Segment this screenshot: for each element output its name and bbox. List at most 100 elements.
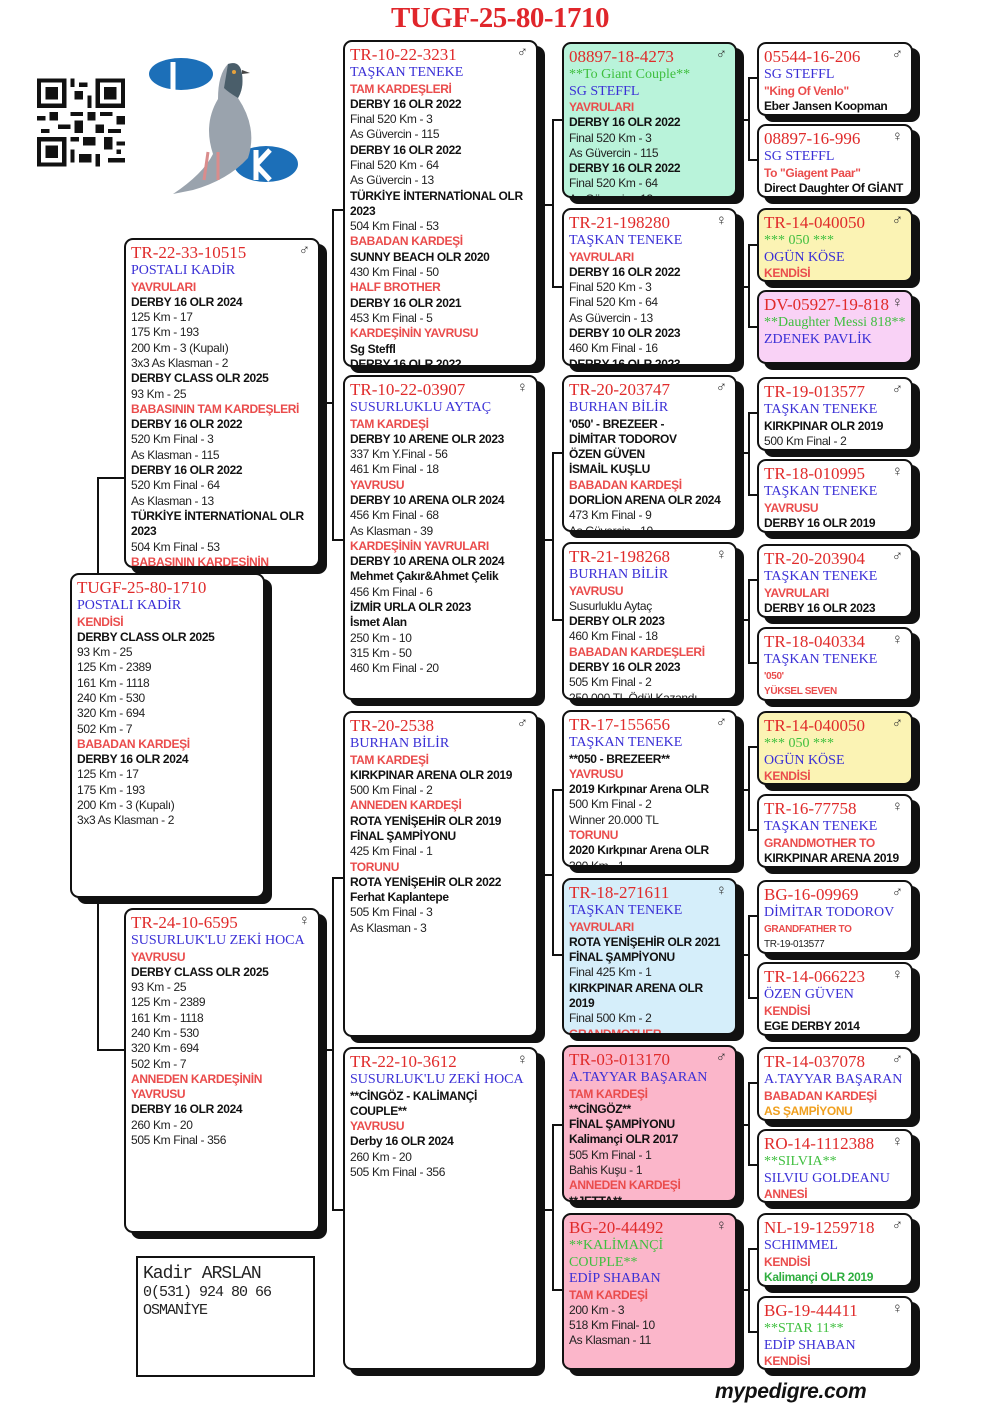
ring-number: BG-19-44411 — [764, 1301, 858, 1320]
pigeon-card[interactable]: TR-18-040334 ♀ TAŞKAN TENEKE '050' YÜKSEL SE… — [757, 627, 913, 701]
female-symbol-icon: ♀ — [891, 966, 903, 983]
performance-line: ROTA YENİŞEHİR OLR 2022 — [350, 874, 502, 889]
pigeon-card[interactable]: TR-17-155656 ♂ TAŞKAN TENEKE **050 - BREZEE… — [562, 710, 737, 867]
ring-number: BG-20-44492 — [569, 1218, 664, 1237]
relation-label: BABADAN KARDEŞİ — [569, 477, 682, 492]
pigeon-card[interactable]: TR-21-198268 ♀ BURHAN BİLİR YAVRUSU Susurluk… — [562, 542, 737, 700]
performance-line: DERBY 16 OLR 2022 — [569, 161, 681, 176]
female-symbol-icon: ♀ — [891, 463, 903, 480]
performance-line: 240 Km - 530 — [77, 690, 145, 705]
male-symbol-icon: ♂ — [715, 46, 727, 63]
pigeon-card[interactable]: 05544-16-206 ♂ SG STEFFL "King Of Venlo" Ebe… — [757, 42, 913, 116]
breeder-name: SG STEFFL — [764, 67, 835, 82]
relation-label: YAVRULARI — [569, 919, 634, 934]
performance-line: DERBY 16 OLR 2022 — [569, 264, 681, 279]
pigeon-card[interactable]: TR-19-013577 ♂ TAŞKAN TENEKE KIRKPINAR OLR … — [757, 377, 913, 451]
female-symbol-icon: ♀ — [715, 1217, 727, 1234]
ring-number: TUGF-25-80-1710 — [77, 578, 207, 597]
pigeon-card[interactable]: TR-14-037078 ♂ A.TAYYAR BAŞARAN BABADAN KAR… — [757, 1047, 913, 1121]
male-symbol-icon: ♂ — [516, 715, 528, 732]
performance-line: DORLİON ARENA OLR 2024 — [569, 492, 721, 507]
pigeon-card[interactable]: TR-21-198280 ♀ TAŞKAN TENEKE YAVRULARI DERBY… — [562, 208, 737, 366]
performance-line: As Klasman - 13 — [131, 493, 214, 508]
pigeon-card[interactable]: TR-14-066223 ♀ ÖZEN GÜVEN KENDİSİ EGE DERBY … — [757, 962, 913, 1036]
pigeon-card[interactable]: 08897-16-996 ♀ SG STEFFL To "Giagent Paar" D… — [757, 124, 913, 198]
performance-line: DERBY 16 OLR 2023 — [764, 600, 876, 615]
performance-line: SUNNY BEACH OLR 2020 — [350, 249, 490, 264]
performance-line: Kalimançi OLR 2017 — [569, 1132, 679, 1147]
performance-line: *** 050 *** — [764, 233, 834, 248]
relation-label: GRANDFATHER TO — [764, 923, 852, 935]
performance-line: Winner 20.000 TL — [569, 812, 659, 827]
female-symbol-icon: ♀ — [516, 1051, 528, 1068]
performance-line: KIRKPINAR ARENA OLR 2019 — [350, 767, 513, 782]
pigeon-card[interactable]: TR-22-10-3612 ♀ SUSURLUK'LU ZEKİ HOCA **CİN… — [343, 1047, 538, 1370]
pigeon-card[interactable]: TR-20-203747 ♂ BURHAN BİLİR '050' - BREZEER… — [562, 375, 737, 532]
performance-line: FİNAL ŞAMPİYONU — [569, 1117, 675, 1132]
breeder-name: TAŞKAN TENEKE — [764, 819, 878, 834]
relation-label: KARDEŞİNİN YAVRUSU — [350, 326, 479, 341]
pigeon-card[interactable]: RO-14-1112388 ♀ **SILVIA** SILVIU GOLDEANU A… — [757, 1129, 913, 1203]
performance-line: DERBY 16 OLR 2021 — [350, 295, 462, 310]
female-symbol-icon: ♀ — [298, 912, 310, 929]
performance-line: **KALİMANÇİ COUPLE** — [569, 1238, 664, 1270]
performance-line: **050 - BREZEER** — [569, 751, 670, 766]
performance-line: 300 Km - 1 — [569, 858, 625, 867]
performance-line: 430 Km Final - 50 — [350, 265, 439, 280]
performance-line: DERBY 16 OLR 2023 — [569, 356, 681, 366]
pigeon-card[interactable]: BG-16-09969 ♂ DİMİTAR TODOROV GRANDFATHER T… — [757, 880, 913, 954]
male-symbol-icon: ♂ — [891, 548, 903, 565]
pigeon-card[interactable]: TR-18-271611 ♀ TAŞKAN TENEKE YAVRULARI ROTA … — [562, 878, 737, 1035]
performance-line: **CİNGÖZ - KALİMANÇİ COUPLE** — [350, 1088, 477, 1118]
performance-line: As Güvercin - 115 — [569, 145, 659, 160]
male-symbol-icon: ♂ — [891, 715, 903, 732]
male-symbol-icon: ♂ — [715, 379, 727, 396]
pigeon-card[interactable]: TR-20-2538 ♂ BURHAN BİLİR TAM KARDEŞİ KIRKPI… — [343, 711, 538, 1037]
breeder-name: BURHAN BİLİR — [350, 736, 450, 751]
pigeon-card-sire[interactable]: TR-22-33-10515 ♂ POSTALI KADİR YAVRULARI DER… — [124, 238, 320, 568]
performance-line: 93 Km - 25 — [131, 386, 187, 401]
pigeon-card[interactable]: NL-19-1259718 ♂ SCHIMMEL KENDİSİ Kalimançi O… — [757, 1213, 913, 1287]
pigeon-card[interactable]: TR-03-013170 ♂ A.TAYYAR BAŞARAN TAM KARDEŞİ… — [562, 1045, 737, 1202]
breeder-name: EDİP SHABAN — [764, 1337, 856, 1353]
performance-line: DERBY CLASS OLR 2025 — [77, 629, 215, 644]
male-symbol-icon: ♂ — [516, 44, 528, 61]
footer-website[interactable]: mypedigre.com — [715, 1380, 867, 1403]
performance-line: DERBY 16 OLR 2024 — [131, 294, 243, 309]
relation-label: YAVRULARI — [569, 100, 634, 114]
pigeon-card[interactable]: TR-14-040050 ♂ *** 050 *** OGÜN KÖSE KENDİSİ — [757, 208, 913, 282]
pigeon-card[interactable]: BG-19-44411 ♀ **STAR 11** EDİP SHABAN KENDİS… — [757, 1296, 913, 1370]
pigeon-card[interactable]: DV-05927-19-818 ♀ **Daughter Messi 818** ZD… — [757, 290, 913, 364]
relation-label: KENDİSİ — [764, 1254, 811, 1269]
ring-number: TR-20-203747 — [569, 380, 671, 399]
pigeon-card[interactable]: TR-10-22-3231 ♂ TAŞKAN TENEKE TAM KARDEŞLER… — [343, 40, 538, 367]
performance-line: Final 500 Km - 2 — [569, 1011, 652, 1026]
relation-label: "King Of Venlo" — [764, 83, 849, 98]
female-symbol-icon: ♀ — [891, 1133, 903, 1150]
pigeon-card-subject[interactable]: TUGF-25-80-1710 POSTALI KADİR KENDİSİ DERBY… — [70, 573, 265, 898]
ring-number: 08897-18-4273 — [569, 47, 674, 66]
performance-line: **CİNGÖZ** — [569, 1101, 631, 1116]
pigeon-card[interactable]: TR-14-040050 ♂ *** 050 *** OGÜN KÖSE KENDİSİ — [757, 711, 913, 785]
pigeon-card-dam[interactable]: TR-24-10-6595 ♀ SUSURLUK'LU ZEKİ HOCA YAVRU… — [124, 908, 320, 1233]
breeder-city: OSMANİYE — [143, 1302, 208, 1319]
breeder-name: TAŞKAN TENEKE — [764, 402, 878, 417]
relation-label: To "Giagent Paar" — [764, 165, 861, 180]
performance-line: Final 520 Km - 64 — [569, 295, 658, 310]
performance-line: 125 Km - 17 — [131, 310, 193, 325]
pigeon-card[interactable]: BG-20-44492 ♀ **KALİMANÇİ COUPLE** EDİP SHA… — [562, 1213, 737, 1370]
pigeon-card[interactable]: TR-20-203904 ♂ TAŞKAN TENEKE YAVRULARI DERBY… — [757, 544, 913, 618]
pigeon-card[interactable]: TR-10-22-03907 ♀ SUSURLUKLU AYTAÇ TAM KARDE… — [343, 375, 538, 700]
relation-label: TAM KARDEŞİ — [569, 1086, 648, 1101]
pigeon-card[interactable]: TR-16-77758 ♀ TAŞKAN TENEKE GRANDMOTHER TO K… — [757, 794, 913, 868]
ring-number: TR-10-22-3231 — [350, 45, 457, 64]
performance-line: As Güvercin - 13 — [569, 192, 730, 196]
performance-line: TÜRKİYE İNTERNATİONAL OLR 2023 — [350, 188, 523, 218]
pigeon-card[interactable]: 08897-18-4273 ♂ **To Giant Couple** SG STEF… — [562, 42, 737, 198]
male-symbol-icon: ♂ — [298, 242, 310, 259]
pigeon-logo-icon — [149, 58, 298, 194]
performance-line: 250 Km - 10 — [350, 630, 412, 645]
pigeon-card[interactable]: TR-18-010995 ♀ TAŞKAN TENEKE YAVRUSU DERBY 1… — [757, 459, 913, 533]
relation-label: YAVRUSU — [569, 766, 624, 781]
performance-line: As Güvercin - 10 — [569, 523, 653, 532]
